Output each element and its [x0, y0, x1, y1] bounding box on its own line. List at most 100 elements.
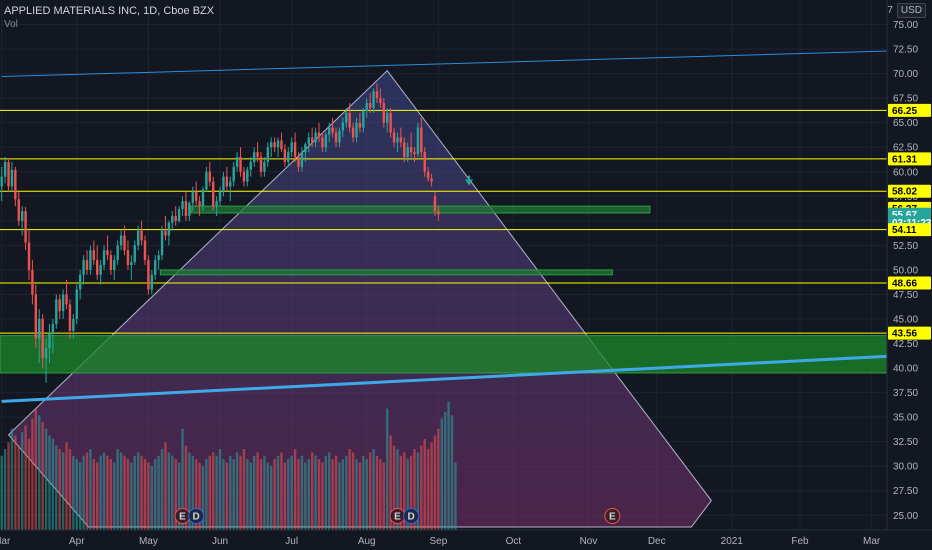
candle-body	[287, 152, 290, 162]
volume-bar	[174, 459, 177, 530]
volume-bar	[386, 408, 389, 530]
scale-badge[interactable]: 7	[887, 5, 893, 16]
candle-body	[263, 161, 266, 172]
candle-body	[205, 171, 208, 190]
candle-body	[321, 137, 324, 148]
y-tick-label: 25.00	[893, 511, 918, 522]
volume-bar	[399, 455, 403, 530]
volume-bar	[270, 465, 273, 530]
volume-bar	[147, 462, 150, 530]
candle-body	[222, 176, 225, 192]
candle-body	[92, 250, 96, 261]
event-marker-label: D	[407, 512, 414, 523]
volume-bar	[89, 449, 92, 530]
volume-bar	[276, 455, 280, 530]
candle-body	[191, 191, 194, 204]
volume-bar	[283, 462, 287, 530]
volume-bar	[403, 452, 406, 530]
candle-body	[386, 112, 389, 123]
volume-indicator-label[interactable]: Vol	[4, 19, 18, 30]
volume-bar	[130, 462, 133, 530]
volume-bar	[58, 449, 61, 530]
candle-body	[215, 201, 218, 207]
volume-bar	[150, 465, 154, 530]
candle-body	[102, 250, 106, 265]
price-tag-label: 48.66	[892, 279, 917, 290]
dividend-marker	[403, 508, 420, 524]
candle-body	[358, 122, 362, 128]
volume-bar	[433, 435, 437, 530]
volume-bar	[160, 449, 164, 530]
volume-bar	[300, 455, 304, 530]
candle-body	[430, 178, 433, 182]
volume-bar	[382, 462, 385, 530]
triangle-pattern	[7, 69, 712, 528]
candle-body	[136, 230, 140, 246]
candle-body	[345, 112, 348, 123]
candle-body	[3, 161, 7, 177]
volume-bar	[191, 455, 194, 530]
volume-bar	[184, 445, 188, 530]
volume-bar	[413, 449, 416, 530]
volume-bar	[41, 422, 44, 530]
candle-body	[433, 196, 437, 212]
candle-body	[290, 142, 293, 153]
candle-body	[174, 215, 177, 221]
candle-body	[399, 137, 403, 143]
symbol-title[interactable]: APPLIED MATERIALS INC, 1D, Cboe BZX	[4, 5, 215, 17]
event-marker-label: D	[193, 512, 200, 523]
currency-badge[interactable]: USD	[896, 3, 926, 18]
volume-bar	[239, 455, 242, 530]
candle-body	[348, 112, 351, 128]
volume-bar	[259, 459, 263, 530]
volume-bar	[27, 438, 31, 530]
down-arrow-icon	[465, 175, 474, 186]
y-tick-label: 62.50	[893, 143, 918, 154]
volume-bar	[171, 455, 174, 530]
candle-body	[201, 189, 205, 207]
candle-body	[403, 142, 406, 158]
candle-body	[177, 209, 181, 221]
volume-bar	[420, 445, 423, 530]
volume-bar	[119, 452, 123, 530]
volume-bar	[263, 455, 266, 530]
price-tag	[888, 223, 931, 237]
candle-body	[365, 103, 368, 111]
candle-body	[143, 240, 147, 261]
volume-bar	[273, 459, 276, 530]
trend-line	[1, 50, 889, 78]
candle-body	[198, 201, 201, 207]
candle-body	[113, 260, 116, 270]
volume-bar	[38, 415, 41, 530]
volume-bar	[392, 445, 396, 530]
volume-bar	[389, 435, 392, 530]
candle-body	[119, 235, 123, 246]
volume-bar	[348, 449, 351, 530]
volume-bar	[290, 455, 293, 530]
support-zone	[159, 269, 613, 276]
volume-bar	[444, 411, 447, 530]
candle-body	[20, 211, 24, 221]
candle-body	[259, 157, 263, 172]
y-tick-label: 72.50	[893, 45, 918, 56]
x-tick-label: Oct	[506, 536, 522, 547]
volume-bar	[78, 462, 82, 530]
candle-body	[328, 127, 331, 135]
volume-bar	[102, 452, 106, 530]
volume-bar	[362, 455, 365, 530]
candle-body	[167, 222, 171, 236]
volume-bar	[0, 455, 3, 530]
candle-body	[270, 142, 273, 148]
candle-body	[140, 230, 143, 241]
volume-bar	[106, 455, 109, 530]
volume-bar	[99, 455, 102, 530]
volume-bar	[96, 462, 99, 530]
event-marker-label: E	[609, 512, 616, 523]
price-tag-label: 55.67	[892, 210, 917, 221]
candle-body	[44, 348, 48, 359]
candle-body	[130, 262, 133, 265]
candle-body	[55, 299, 58, 324]
candle-body	[372, 91, 375, 108]
